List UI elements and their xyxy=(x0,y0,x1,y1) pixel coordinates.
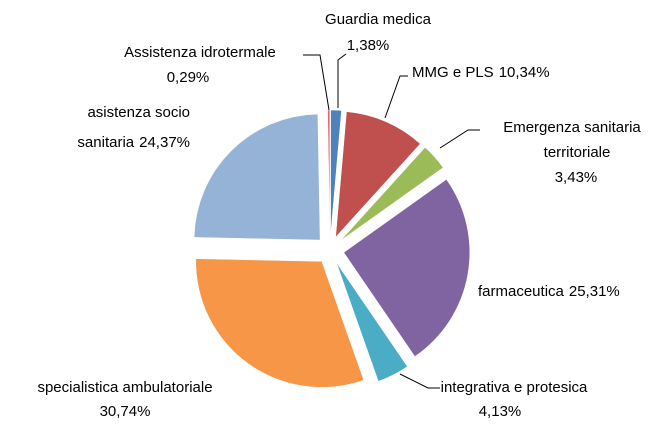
slice-name: farmaceutica xyxy=(478,283,565,300)
leader-line xyxy=(303,54,330,111)
slice-label: farmaceutica 25,31% xyxy=(478,283,620,300)
slice-label: Guardia medica xyxy=(325,11,432,28)
slice-label: MMG e PLS 10,34% xyxy=(412,64,550,81)
pie-slice xyxy=(335,111,421,238)
leader-line xyxy=(337,53,347,108)
value-label: 10,34% xyxy=(499,64,550,81)
pie-slice xyxy=(195,258,365,388)
pie-slice xyxy=(193,113,321,241)
slice-label: specialistica ambulatoriale xyxy=(37,379,212,396)
slice-label: territoriale xyxy=(544,144,611,161)
pie-slice xyxy=(340,146,444,241)
slice-label: sanitaria 24,37% xyxy=(77,134,190,151)
slice-label: Assistenza idrotermale xyxy=(124,44,276,61)
value-label: 24,37% xyxy=(139,134,190,151)
leader-line xyxy=(439,129,480,149)
value-label: 25,31% xyxy=(569,283,620,300)
pie-slice xyxy=(330,109,342,237)
slice-label: Emergenza sanitaria xyxy=(503,119,641,136)
leader-line xyxy=(399,373,440,389)
leader-line xyxy=(384,75,408,119)
slice-name: territoriale xyxy=(544,144,611,161)
slice-label: asistenza socio xyxy=(87,104,190,121)
value-label: 0,29% xyxy=(167,69,210,86)
value-label: 4,13% xyxy=(479,403,522,420)
slice-name: sanitaria xyxy=(77,134,134,151)
slice-name: MMG e PLS xyxy=(412,64,494,81)
value-label: 1,38% xyxy=(347,37,390,54)
value-label: 3,43% xyxy=(555,169,598,186)
slice-label: integrativa e protesica xyxy=(441,379,588,396)
pie-slice xyxy=(336,262,408,382)
pie-slice xyxy=(343,179,470,357)
value-label: 30,74% xyxy=(100,403,151,420)
pie-slice xyxy=(327,109,331,237)
